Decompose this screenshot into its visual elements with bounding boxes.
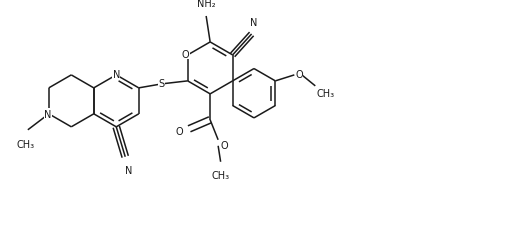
Text: CH₃: CH₃ <box>316 89 335 99</box>
Text: N: N <box>250 18 258 28</box>
Text: O: O <box>175 126 183 136</box>
Text: O: O <box>295 70 303 79</box>
Text: S: S <box>159 79 165 88</box>
Text: N: N <box>124 165 132 175</box>
Text: NH₂: NH₂ <box>197 0 216 9</box>
Text: O: O <box>220 141 228 151</box>
Text: CH₃: CH₃ <box>17 139 35 149</box>
Text: O: O <box>182 50 190 60</box>
Text: CH₃: CH₃ <box>211 170 230 180</box>
Text: N: N <box>113 70 120 79</box>
Text: N: N <box>44 109 52 119</box>
